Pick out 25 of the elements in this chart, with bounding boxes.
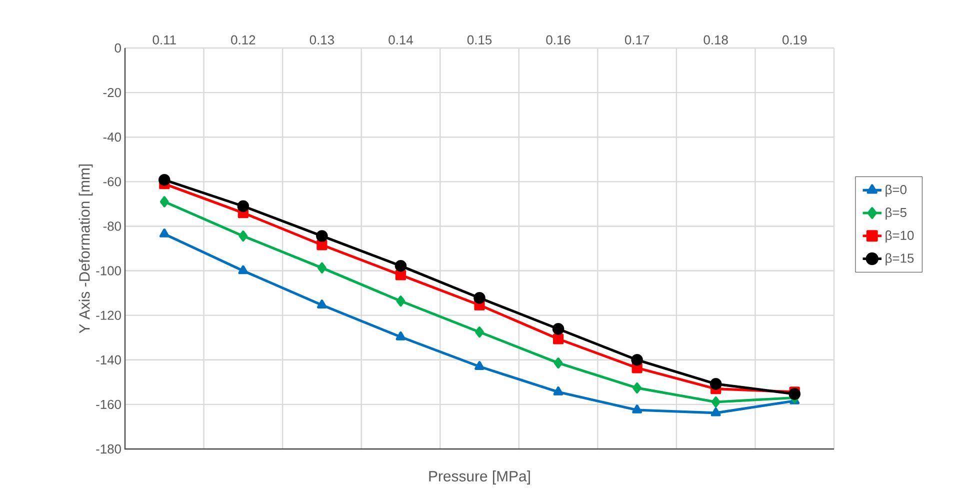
y-tick-label: -180: [96, 444, 121, 454]
y-tick-label: 0: [114, 43, 121, 53]
y-tick-label: -80: [103, 222, 121, 231]
y-tick-label: -40: [103, 132, 121, 142]
legend-label: β=5: [886, 208, 906, 220]
x-tick-label: 0.11: [152, 35, 176, 44]
y-tick-label: -140: [96, 355, 121, 364]
x-tick-label: 0.17: [624, 35, 650, 44]
x-tick-label: 0.13: [310, 35, 334, 44]
legend-label: β=0: [886, 184, 906, 197]
y-axis-title: Y Axis -Deformation [mm]: [78, 164, 93, 334]
x-tick-label: 0.18: [704, 35, 728, 44]
x-tick-label: 0.15: [467, 35, 492, 44]
x-tick-label: 0.14: [388, 35, 413, 44]
y-tick-label: -160: [96, 400, 121, 410]
x-tick-label: 0.12: [231, 35, 256, 44]
legend-label: β=10: [886, 230, 914, 243]
y-tick-label: -120: [96, 310, 121, 320]
x-tick-label: 0.19: [782, 35, 807, 44]
legend-label: β=15: [886, 253, 914, 266]
x-tick-label: 0.16: [546, 35, 570, 44]
x-axis-title: Pressure [MPa]: [429, 470, 530, 484]
y-tick-label: -20: [103, 88, 121, 98]
y-tick-label: -60: [103, 177, 121, 186]
y-tick-label: -100: [96, 266, 121, 276]
